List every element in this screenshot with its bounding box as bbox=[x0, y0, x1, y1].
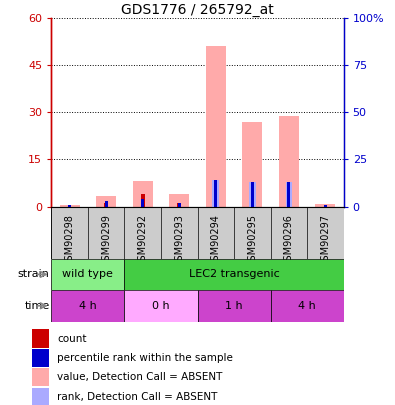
Bar bbox=[105, 201, 107, 207]
Bar bbox=[104, 203, 108, 207]
Bar bbox=[141, 194, 145, 207]
Bar bbox=[32, 368, 49, 386]
Text: 4 h: 4 h bbox=[79, 301, 97, 311]
Bar bbox=[271, 290, 344, 322]
Bar bbox=[251, 182, 254, 207]
Bar bbox=[242, 122, 262, 207]
Text: GSM90299: GSM90299 bbox=[101, 215, 111, 267]
Bar bbox=[288, 182, 290, 207]
Text: GSM90294: GSM90294 bbox=[211, 215, 221, 267]
Text: rank, Detection Call = ABSENT: rank, Detection Call = ABSENT bbox=[57, 392, 218, 402]
Bar bbox=[169, 194, 189, 207]
Text: GSM90298: GSM90298 bbox=[65, 215, 75, 267]
Bar bbox=[32, 349, 49, 367]
Bar bbox=[32, 388, 49, 405]
Bar bbox=[60, 205, 80, 207]
Text: GSM90296: GSM90296 bbox=[284, 215, 294, 267]
Bar bbox=[206, 47, 226, 207]
Bar bbox=[51, 259, 124, 290]
Text: value, Detection Call = ABSENT: value, Detection Call = ABSENT bbox=[57, 372, 223, 382]
Bar bbox=[213, 180, 219, 207]
Bar bbox=[96, 196, 116, 207]
Text: 1 h: 1 h bbox=[225, 301, 243, 311]
Bar bbox=[315, 204, 335, 207]
Bar bbox=[178, 203, 181, 207]
Bar bbox=[324, 205, 327, 207]
Text: time: time bbox=[24, 301, 49, 311]
Bar bbox=[141, 199, 144, 207]
Text: 4 h: 4 h bbox=[298, 301, 316, 311]
Bar bbox=[51, 290, 124, 322]
Bar bbox=[279, 115, 299, 207]
Text: GSM90295: GSM90295 bbox=[247, 215, 257, 267]
Text: GSM90292: GSM90292 bbox=[138, 215, 148, 267]
Text: wild type: wild type bbox=[62, 269, 113, 279]
Bar bbox=[124, 259, 344, 290]
Text: GSM90293: GSM90293 bbox=[174, 215, 184, 267]
Bar bbox=[124, 290, 198, 322]
Text: 0 h: 0 h bbox=[152, 301, 170, 311]
Bar bbox=[214, 180, 217, 207]
Bar bbox=[249, 182, 256, 207]
Bar bbox=[286, 182, 292, 207]
Text: strain: strain bbox=[18, 269, 49, 279]
Text: count: count bbox=[57, 334, 87, 343]
Title: GDS1776 / 265792_at: GDS1776 / 265792_at bbox=[121, 3, 274, 17]
Bar bbox=[198, 290, 271, 322]
Bar bbox=[68, 205, 71, 207]
Text: GSM90297: GSM90297 bbox=[320, 215, 330, 267]
Bar bbox=[177, 203, 181, 207]
Text: percentile rank within the sample: percentile rank within the sample bbox=[57, 353, 233, 362]
Bar bbox=[133, 181, 153, 207]
Text: LEC2 transgenic: LEC2 transgenic bbox=[189, 269, 279, 279]
Bar bbox=[32, 329, 49, 348]
